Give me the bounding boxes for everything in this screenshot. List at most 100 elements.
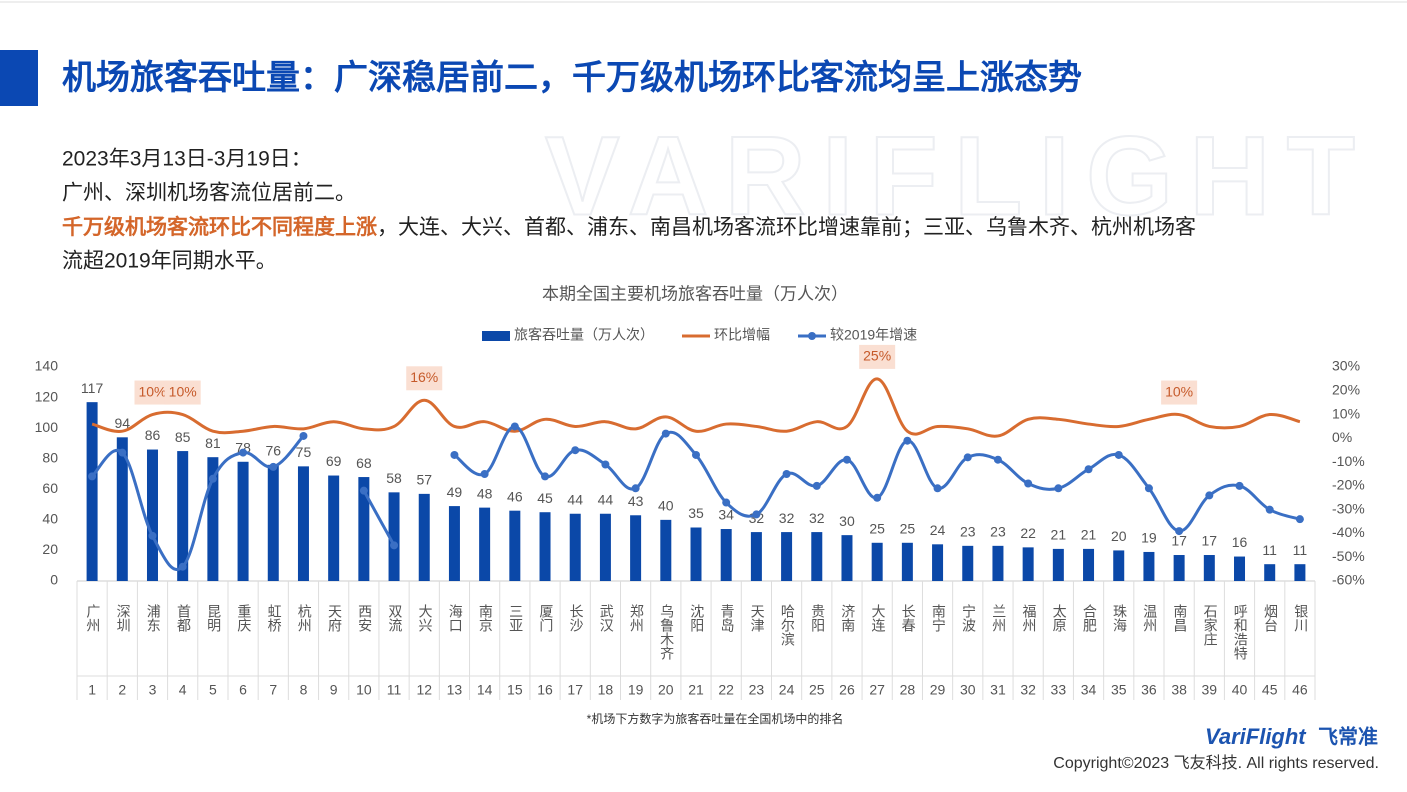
- y-tick-label: 120: [35, 388, 59, 404]
- bar-value-label: 44: [567, 491, 583, 507]
- rank-label: 7: [269, 682, 277, 698]
- bar-value-label: 24: [930, 522, 946, 538]
- line-point: [903, 436, 912, 445]
- bar-value-label: 46: [507, 488, 523, 504]
- rank-label: 36: [1141, 682, 1157, 698]
- x-tick-label: 郑州: [629, 604, 645, 632]
- x-tick-label: 厦门: [538, 604, 554, 633]
- bar: [841, 535, 853, 581]
- y2-tick-label: 10%: [1332, 405, 1360, 421]
- slide-title: 机场旅客吞吐量：广深稳居前二，千万级机场环比客流均呈上涨态势: [62, 58, 1082, 97]
- line-point: [178, 562, 187, 571]
- copyright: Copyright©2023 飞友科技. All rights reserved…: [1053, 754, 1379, 772]
- chart-title: 本期全国主要机场旅客吞吐量（万人次）: [542, 284, 848, 303]
- annotation-box: [164, 380, 201, 405]
- bar-value-label: 17: [1202, 533, 1218, 549]
- rank-label: 30: [960, 682, 976, 698]
- bar: [86, 402, 98, 581]
- bar: [177, 451, 189, 581]
- x-tick-label: 昆明: [206, 604, 222, 633]
- bar-value-label: 58: [386, 470, 402, 486]
- x-tick-label: 西安: [357, 604, 373, 632]
- line-series: [91, 377, 1301, 438]
- line-point: [148, 531, 157, 540]
- rank-label: 2: [118, 682, 126, 698]
- rank-label: 33: [1051, 682, 1067, 698]
- bar-value-label: 43: [628, 493, 644, 509]
- x-tick-label: 三亚: [508, 604, 524, 632]
- bar: [418, 493, 430, 581]
- rank-label: 19: [628, 682, 644, 698]
- x-tick-label: 天府: [327, 604, 343, 633]
- line-point: [269, 462, 278, 471]
- x-tick-label: 石家庄: [1203, 604, 1219, 646]
- body-text: 2023年3月13日-3月19日：: [62, 148, 312, 171]
- x-tick-label: 南昌: [1172, 604, 1188, 632]
- rank-label: 45: [1262, 682, 1278, 698]
- bar-value-label: 85: [175, 429, 191, 445]
- x-tick-label: 双流: [387, 604, 403, 633]
- line-point: [963, 453, 972, 462]
- bar: [1052, 548, 1064, 581]
- y2-tick-label: 20%: [1332, 381, 1360, 397]
- line-point: [450, 450, 459, 459]
- bar-value-label: 23: [990, 524, 1006, 540]
- x-tick-label: 沈阳: [689, 604, 705, 632]
- y-tick-label: 20: [42, 541, 58, 557]
- rank-label: 40: [1232, 682, 1248, 698]
- line-point: [812, 481, 821, 490]
- bar: [1113, 550, 1125, 581]
- line-point: [601, 460, 610, 469]
- x-tick-label: 银川: [1293, 604, 1309, 632]
- x-tick-label: 宁波: [961, 603, 977, 632]
- body-text: 广州、深圳机场客流位居前二。: [62, 182, 356, 205]
- x-tick-label: 南宁: [931, 604, 947, 632]
- rank-label: 10: [356, 682, 372, 698]
- bar: [388, 492, 400, 581]
- x-tick-label: 兰州: [991, 604, 1007, 632]
- y-tick-label: 40: [42, 511, 58, 527]
- y-tick-label: 0: [50, 572, 58, 588]
- x-tick-label: 温州: [1142, 604, 1158, 632]
- logo-cn: 飞常准: [1318, 724, 1378, 748]
- rank-label: 13: [447, 682, 463, 698]
- line-point: [390, 541, 399, 550]
- x-tick-label: 南京: [478, 604, 494, 632]
- bar: [569, 513, 581, 581]
- body-span: ，大连、大兴、首都、浦东、南昌机场客流环比增速靠前；三亚、乌鲁木齐、杭州机场客: [377, 216, 1196, 239]
- bar: [1143, 551, 1155, 581]
- rank-label: 4: [179, 682, 187, 698]
- y-tick-label: 100: [35, 419, 59, 435]
- x-tick-label: 大连: [870, 604, 886, 633]
- bar: [116, 437, 128, 581]
- bar-value-label: 21: [1081, 527, 1097, 543]
- bar-value-label: 49: [447, 484, 463, 500]
- legend-swatch-dot: [808, 332, 816, 340]
- line-point: [1024, 479, 1033, 488]
- y-tick-label: 60: [42, 480, 58, 496]
- line-point: [752, 510, 761, 519]
- x-tick-label: 合肥: [1082, 604, 1098, 633]
- logo: VariFlight: [1205, 724, 1307, 749]
- legend-label: 环比增幅: [714, 327, 770, 343]
- bar: [448, 506, 460, 581]
- x-tick-label: 浦东: [146, 604, 162, 632]
- bar-value-label: 68: [356, 455, 372, 471]
- line-point: [692, 450, 700, 459]
- rank-label: 38: [1171, 682, 1187, 698]
- rank-label: 8: [300, 682, 308, 698]
- line-point: [1205, 491, 1214, 500]
- x-tick-label: 乌鲁木齐: [659, 604, 675, 660]
- annotation-label: 10%: [138, 383, 166, 399]
- x-tick-label: 福州: [1021, 604, 1037, 632]
- bar-value-label: 35: [688, 505, 704, 521]
- body-text: 流超2019年同期水平。: [62, 250, 277, 273]
- bar: [599, 513, 611, 581]
- bar: [146, 449, 158, 581]
- line-point: [842, 455, 851, 464]
- y2-tick-label: -20%: [1332, 477, 1365, 493]
- bar: [509, 510, 521, 581]
- line-point: [1235, 481, 1244, 490]
- legend-swatch: [482, 331, 510, 341]
- rank-label: 17: [567, 682, 583, 698]
